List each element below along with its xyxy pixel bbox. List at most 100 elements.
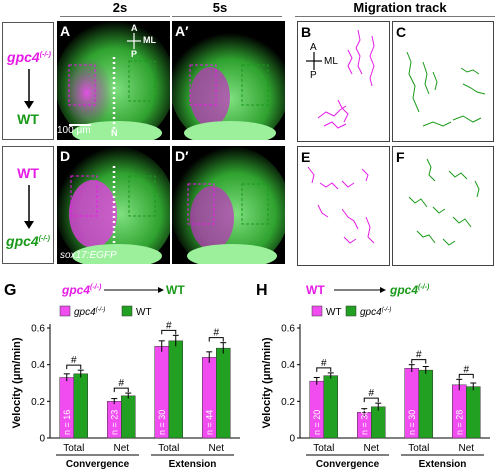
chart-title-host: gpc4(-/-) (389, 283, 430, 297)
group-label: Convergence (66, 459, 130, 470)
panel-a-image: A A ML P 100 μm N (57, 21, 170, 140)
n-label: n = 30 (359, 410, 369, 435)
significance-bracket (66, 364, 82, 370)
significance-bracket (316, 367, 332, 372)
panel-a-prime-image: A′ (172, 21, 285, 140)
header-underline-3 (295, 16, 495, 17)
category-label: Total (63, 443, 84, 454)
y-tick-label: 0 (39, 434, 45, 445)
panel-a-prime-letter: A′ (175, 23, 189, 39)
panel-e-tracks (307, 166, 375, 244)
panel-f-track: F (392, 146, 494, 266)
y-axis-label: Velocity (μm/min) (11, 337, 23, 428)
panel-b-track: B A ML P (297, 21, 390, 142)
row2-arrow-icon (24, 185, 34, 229)
group-labels: Convergence Extension (56, 454, 234, 470)
panel-a-letter: A (60, 23, 71, 39)
n-label: n = 44 (204, 410, 214, 435)
bar (73, 373, 88, 439)
n-label: n = 28 (454, 410, 464, 435)
track-axis-p-label: P (310, 70, 317, 81)
y-tick-label: 0.4 (281, 360, 295, 371)
significance-mark: # (368, 388, 374, 399)
significance-mark: # (213, 328, 219, 339)
chart-legend: WT gpc4(-/-) (311, 305, 391, 318)
header-underline-1 (60, 16, 170, 17)
row2-donor-label: WT (17, 165, 39, 181)
chart-g: gpc4(-/-) WT gpc4(-/-) WT 0 0.2 0.4 0.6 Velocity… (11, 283, 240, 470)
chart-legend: gpc4(-/-) WT (59, 305, 152, 318)
notochord-label: N (111, 128, 118, 138)
header-5s: 5s (212, 0, 228, 15)
row1-host-label: WT (17, 111, 39, 127)
chart-title-donor: WT (306, 283, 325, 297)
n-label: n = 16 (62, 410, 72, 435)
chart-h: WT gpc4(-/-) WT gpc4(-/-) 0 0.2 0.4 0.6 Velocity… (261, 283, 490, 470)
category-label: Net (363, 443, 379, 454)
legend-swatch (311, 305, 323, 317)
bar (121, 395, 136, 439)
chart-title-donor: gpc4(-/-) (61, 283, 102, 297)
y-axis: 0 0.2 0.4 0.6 (281, 324, 301, 445)
scale-bar-label: 100 μm (57, 125, 91, 136)
legend-label: gpc4(-/-) (360, 307, 391, 318)
significance-bracket (208, 337, 224, 342)
bar (466, 386, 481, 439)
chart-title-arrowhead-icon (158, 287, 164, 293)
panel-d-prime-image: D′ (172, 146, 285, 264)
panel-c-letter: C (396, 24, 407, 40)
bar (371, 406, 386, 439)
header-underline-2 (172, 16, 282, 17)
panel-d-prime-letter: D′ (175, 148, 189, 164)
y-tick-label: 0.2 (31, 397, 45, 408)
chart-title: gpc4(-/-) WT (61, 283, 185, 297)
track-axis-a-label: A (310, 42, 317, 53)
axis-cross-icon (127, 33, 141, 49)
panel-e-track: E (297, 146, 390, 266)
significance-mark: # (463, 364, 469, 375)
panel-d-image: D sox17:EGFP (57, 146, 170, 264)
significance-bracket (458, 373, 474, 379)
panel-d-embryo (57, 146, 170, 264)
n-label: n = 23 (109, 410, 119, 435)
axis-p-label: P (131, 49, 138, 59)
panel-c-track: C (392, 21, 494, 142)
group-label: Extension (169, 459, 217, 470)
group-label: Extension (419, 459, 467, 470)
legend-label: gpc4(-/-) (74, 307, 105, 318)
y-axis: 0 0.2 0.4 0.6 (31, 324, 51, 445)
chart-title: WT gpc4(-/-) (306, 283, 430, 297)
y-axis-label: Velocity (μm/min) (261, 337, 273, 428)
bar (418, 369, 433, 439)
group-labels: Convergence Extension (306, 454, 484, 470)
axis-ml-label: ML (143, 35, 156, 45)
panel-f-tracks (408, 158, 480, 246)
header-2s: 2s (112, 0, 128, 15)
panel-g-letter: G (4, 282, 17, 299)
header-migration-track: Migration track (353, 0, 447, 15)
row1-transplant-box: gpc4(-/-) WT (2, 22, 54, 140)
n-label: n = 30 (157, 410, 167, 435)
significance-bracket (161, 329, 177, 335)
legend-label: WT (326, 307, 342, 318)
group-label: Convergence (316, 459, 380, 470)
panel-h-letter: H (256, 282, 268, 299)
category-label: Net (208, 443, 224, 454)
bars: # n = 20 # n = 30 # n = 30 # n = 28 (309, 350, 481, 439)
row1-arrow-icon (24, 69, 34, 109)
significance-bracket (411, 359, 427, 364)
panel-d-prime-embryo (172, 146, 285, 264)
n-label: n = 30 (407, 410, 417, 435)
y-tick-label: 0.4 (31, 360, 45, 371)
significance-bracket (363, 397, 379, 403)
significance-bracket (113, 387, 129, 393)
category-label: Total (313, 443, 334, 454)
chart-title-host: WT (166, 283, 185, 297)
bar (216, 347, 231, 439)
y-tick-label: 0.6 (31, 324, 45, 335)
n-label: n = 20 (312, 410, 322, 435)
y-tick-label: 0.6 (281, 324, 295, 335)
panel-b-letter: B (301, 24, 312, 40)
legend-label-sup: (-/-) (382, 307, 392, 313)
transgene-label: sox17:EGFP (60, 250, 117, 261)
